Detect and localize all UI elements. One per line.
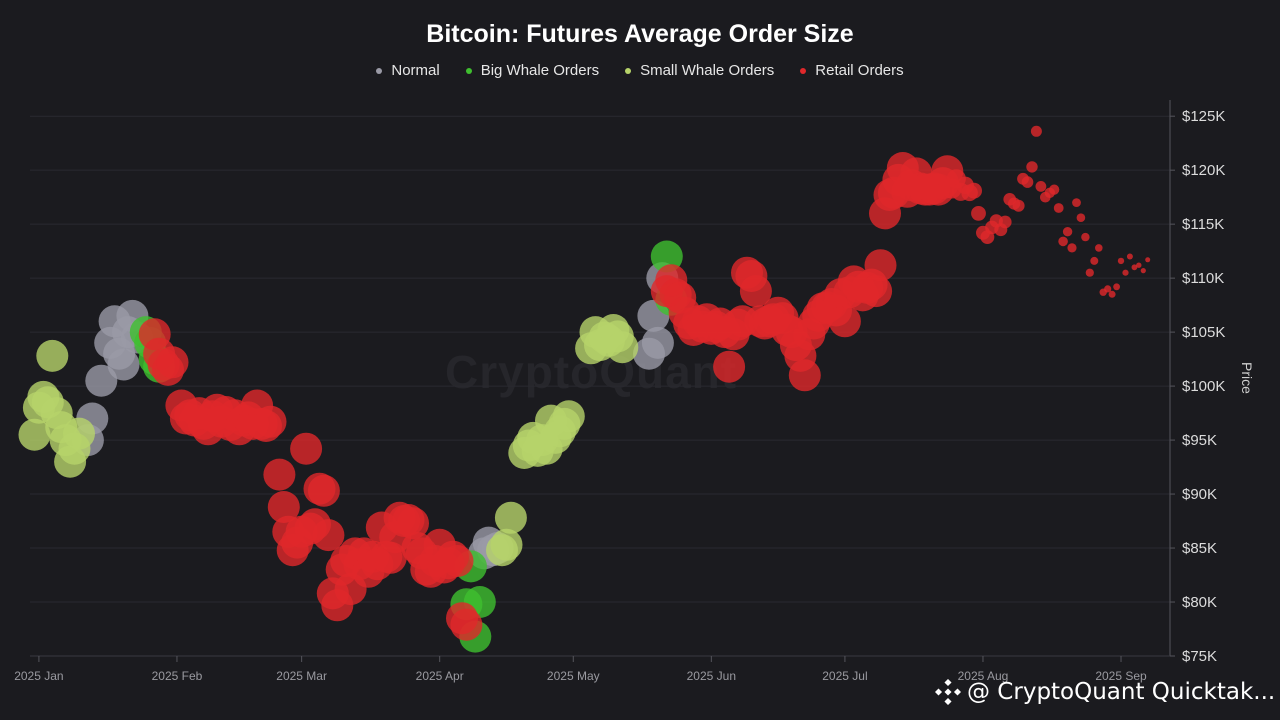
legend-item-retail[interactable]: Retail Orders [800,62,904,79]
y-tick-label: $75K [1182,648,1217,665]
point-retail[interactable] [263,458,296,491]
point-retail[interactable] [1136,262,1142,268]
point-retail[interactable] [1062,227,1073,237]
point-retail[interactable] [1021,176,1034,188]
point-retail[interactable] [1090,256,1099,265]
point-retail[interactable] [1072,198,1081,208]
point-retail[interactable] [1081,232,1090,242]
data-points [18,125,1151,653]
point-retail[interactable] [312,519,345,552]
point-small-whale[interactable] [606,331,639,364]
y-tick-label: $80K [1182,594,1217,611]
chart-title: Bitcoin: Futures Average Order Size [426,20,854,48]
point-retail[interactable] [864,249,897,282]
x-tick-label: 2025 Sep [1095,669,1147,683]
point-small-whale[interactable] [36,339,69,372]
point-retail[interactable] [1076,213,1086,222]
point-retail[interactable] [290,432,323,465]
point-retail[interactable] [860,275,893,308]
y-tick-label: $85K [1182,540,1217,557]
point-retail[interactable] [971,206,986,221]
point-small-whale[interactable] [494,501,527,534]
x-tick-label: 2025 Jun [687,669,736,683]
x-axis-ticks: 2025 Jan 2025 Feb 2025 Mar 2025 Apr 2025 May… [14,656,1147,683]
y-tick-label: $100K [1182,378,1225,395]
x-tick-label: 2025 May [547,669,600,683]
x-tick-label: 2025 Jan [14,669,63,683]
point-retail[interactable] [441,545,474,577]
legend-label-big-whale: Big Whale Orders [480,62,600,79]
point-retail[interactable] [1113,283,1120,291]
y-axis-label: Price [1239,362,1255,394]
y-axis-ticks: $75K $80K $85K $90K $95K $100K $105K $110K $115K… [1170,108,1225,665]
point-retail[interactable] [1058,236,1068,247]
y-tick-label: $120K [1182,162,1225,179]
point-normal[interactable] [85,364,118,397]
y-tick-label: $110K [1182,270,1224,287]
y-tick-label: $95K [1182,432,1217,449]
point-retail[interactable] [267,491,300,523]
point-retail[interactable] [1126,253,1133,260]
point-retail[interactable] [1140,268,1146,274]
point-retail[interactable] [1104,285,1112,293]
legend-item-big-whale[interactable]: Big Whale Orders [465,62,600,79]
legend-dot-small-whale [625,67,632,74]
point-retail[interactable] [1030,125,1042,137]
x-tick-label: 2025 Apr [416,669,464,683]
point-retail[interactable] [1145,257,1151,263]
point-big-whale[interactable] [650,240,683,273]
point-small-whale[interactable] [552,400,585,433]
legend-label-small-whale: Small Whale Orders [640,62,775,79]
x-tick-label: 2025 Feb [152,669,203,683]
binance-logo-icon [935,679,961,705]
x-tick-label: 2025 Aug [958,669,1009,683]
point-retail[interactable] [1095,244,1103,252]
footer-text: @ CryptoQuant Quicktak... [967,679,1276,705]
legend-dot-normal [376,67,383,74]
y-tick-label: $105K [1182,324,1225,341]
point-small-whale[interactable] [63,417,95,450]
point-retail[interactable] [397,507,429,540]
legend-label-normal: Normal [391,62,440,79]
point-retail[interactable] [1026,161,1038,173]
point-retail[interactable] [1049,184,1060,195]
point-retail[interactable] [1035,181,1047,192]
point-normal[interactable] [641,326,674,359]
point-retail[interactable] [1067,243,1077,253]
point-small-whale[interactable] [490,528,523,561]
point-retail[interactable] [1085,268,1094,277]
point-small-whale[interactable] [18,418,51,451]
point-retail[interactable] [1012,199,1025,212]
y-tick-label: $125K [1182,108,1225,125]
point-retail[interactable] [828,305,861,338]
point-retail[interactable] [713,350,746,383]
point-retail[interactable] [998,215,1012,229]
point-retail[interactable] [156,346,189,379]
point-retail[interactable] [739,275,772,308]
legend-item-normal[interactable]: Normal [376,62,440,79]
point-normal[interactable] [107,348,140,381]
gridlines [30,115,1170,603]
point-retail[interactable] [1053,203,1064,213]
point-retail[interactable] [788,359,821,392]
y-tick-label: $90K [1182,486,1217,503]
point-retail[interactable] [254,405,287,438]
y-tick-label: $115K [1182,216,1224,233]
point-retail[interactable] [450,608,483,641]
x-tick-label: 2025 Jul [822,669,867,683]
legend-dot-retail [800,67,807,74]
point-retail[interactable] [1122,269,1129,276]
x-tick-label: 2025 Mar [276,669,327,683]
legend-item-small-whale[interactable]: Small Whale Orders [625,62,774,79]
point-retail[interactable] [1131,264,1138,271]
legend-dot-big-whale [465,67,472,74]
point-retail[interactable] [307,474,340,507]
point-retail[interactable] [966,182,982,199]
legend: Normal Big Whale Orders Small Whale Orde… [0,62,1280,79]
legend-label-retail: Retail Orders [815,62,904,79]
footer-credit: @ CryptoQuant Quicktak... [935,679,1275,705]
point-retail[interactable] [1117,257,1125,265]
point-retail[interactable] [1108,290,1116,298]
